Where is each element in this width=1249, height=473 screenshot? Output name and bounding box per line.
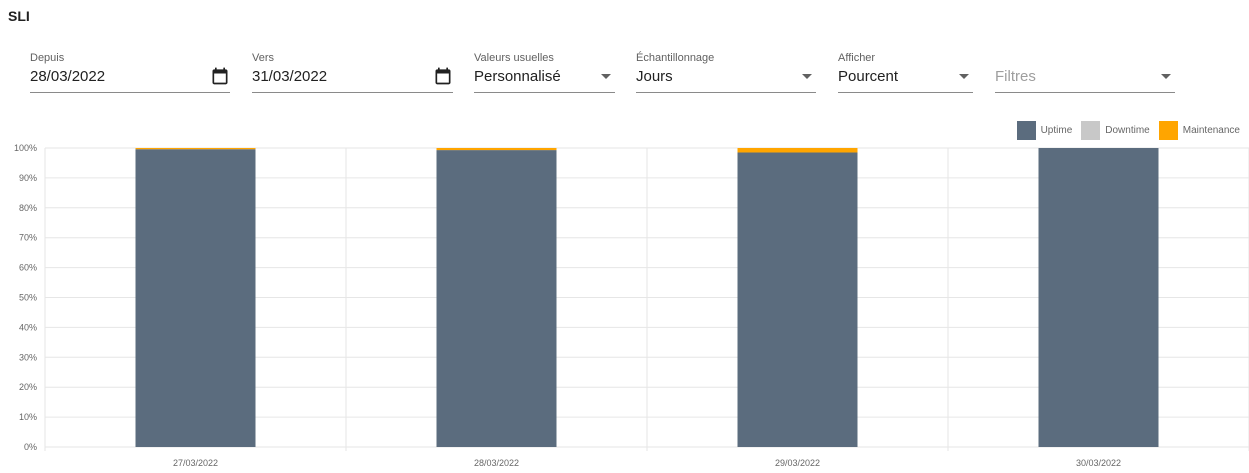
chart-legend: Uptime Downtime Maintenance xyxy=(1016,121,1240,140)
x-tick-label: 27/03/2022 xyxy=(173,458,218,468)
caret-down-icon[interactable] xyxy=(959,74,969,79)
sli-stacked-bar-chart: 0% 10% 20% 30% 40% 50% 60% 70% 80% 90% 100% 27/03/2… xyxy=(14,143,1249,468)
vers-label: Vers xyxy=(252,52,275,64)
caret-down-icon[interactable] xyxy=(1161,74,1171,79)
y-tick-label: 70% xyxy=(19,233,37,243)
y-tick-label: 60% xyxy=(19,263,37,273)
y-tick-label: 80% xyxy=(19,203,37,213)
y-tick-label: 50% xyxy=(19,293,37,303)
y-tick-label: 20% xyxy=(19,382,37,392)
y-tick-label: 30% xyxy=(19,352,37,362)
bar-uptime[interactable] xyxy=(135,149,256,448)
echantillonnage-select[interactable]: Échantillonnage Jours xyxy=(636,52,816,93)
caret-down-icon[interactable] xyxy=(802,74,812,79)
filtres-select[interactable]: Filtres xyxy=(995,52,1175,93)
y-tick-label: 10% xyxy=(19,412,37,422)
bar-uptime[interactable] xyxy=(737,152,858,448)
echantillonnage-label: Échantillonnage xyxy=(636,52,715,64)
calendar-icon[interactable] xyxy=(433,66,453,86)
legend-label-downtime: Downtime xyxy=(1105,125,1150,136)
page-title: SLI xyxy=(8,8,30,24)
legend-swatch-uptime xyxy=(1016,121,1036,140)
valeurs-usuelles-value[interactable]: Personnalisé xyxy=(474,68,561,85)
y-tick-label: 40% xyxy=(19,322,37,332)
legend-label-maintenance: Maintenance xyxy=(1182,125,1240,136)
legend-swatch-maintenance xyxy=(1158,121,1178,140)
valeurs-usuelles-select[interactable]: Valeurs usuelles Personnalisé xyxy=(474,52,615,93)
bar-maintenance[interactable] xyxy=(436,148,557,151)
vers-value[interactable]: 31/03/2022 xyxy=(252,68,328,85)
filtres-placeholder[interactable]: Filtres xyxy=(995,68,1036,85)
y-tick-label: 0% xyxy=(24,442,37,452)
bar-uptime[interactable] xyxy=(436,150,557,447)
valeurs-usuelles-label: Valeurs usuelles xyxy=(474,52,554,64)
bar-uptime[interactable] xyxy=(1038,148,1159,447)
afficher-select[interactable]: Afficher Pourcent xyxy=(838,52,973,93)
y-tick-label: 90% xyxy=(19,173,37,183)
echantillonnage-value[interactable]: Jours xyxy=(636,68,673,85)
depuis-value[interactable]: 28/03/2022 xyxy=(30,68,106,85)
legend-swatch-downtime xyxy=(1081,121,1101,140)
legend-label-uptime: Uptime xyxy=(1040,125,1073,136)
legend-item-maintenance[interactable]: Maintenance xyxy=(1158,121,1240,140)
legend-item-uptime[interactable]: Uptime xyxy=(1016,121,1073,140)
caret-down-icon[interactable] xyxy=(601,74,611,79)
y-tick-label: 100% xyxy=(14,143,37,153)
calendar-icon[interactable] xyxy=(210,66,230,86)
depuis-label: Depuis xyxy=(30,52,65,64)
x-tick-label: 28/03/2022 xyxy=(474,458,519,468)
x-tick-label: 29/03/2022 xyxy=(775,458,820,468)
x-tick-label: 30/03/2022 xyxy=(1076,458,1121,468)
bar-maintenance[interactable] xyxy=(737,148,858,153)
afficher-value[interactable]: Pourcent xyxy=(838,68,899,85)
depuis-date-field[interactable]: Depuis 28/03/2022 xyxy=(30,52,230,93)
vers-date-field[interactable]: Vers 31/03/2022 xyxy=(252,52,453,93)
bar-maintenance[interactable] xyxy=(135,148,256,150)
legend-item-downtime[interactable]: Downtime xyxy=(1081,121,1150,140)
afficher-label: Afficher xyxy=(838,52,876,64)
